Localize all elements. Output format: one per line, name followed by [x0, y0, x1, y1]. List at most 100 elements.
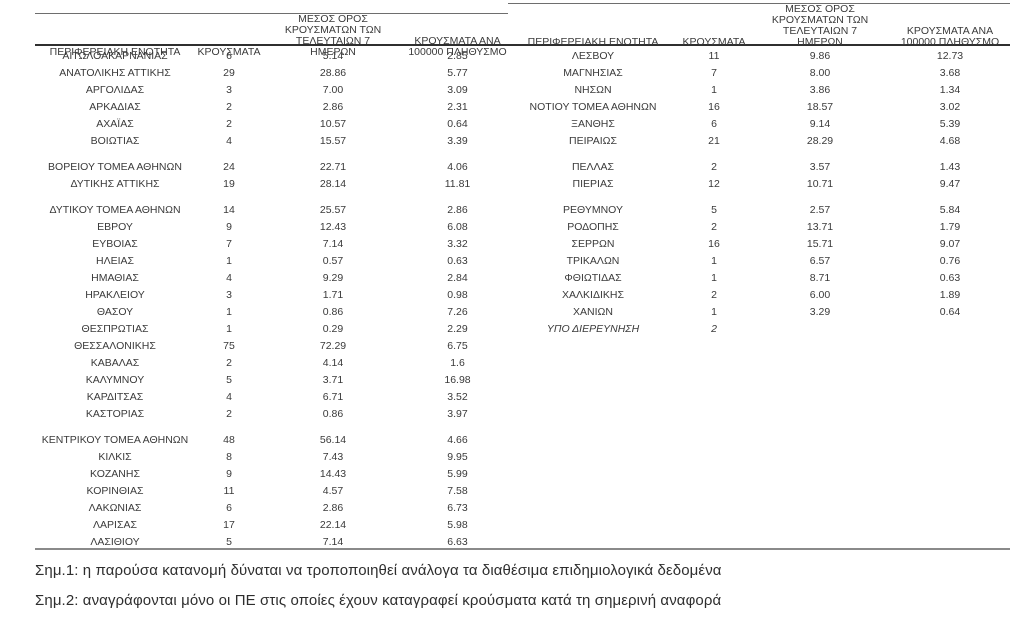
per100k-cell: 3.09 [447, 84, 468, 96]
cases-cell: 1 [711, 255, 717, 267]
cases-cell: 16 [708, 101, 720, 113]
table-row: ΡΕΘΥΜΝΟΥ 5 2.57 5.84 [508, 202, 1010, 219]
avg7-cell: 8.00 [809, 67, 831, 79]
region-cell: ΦΘΙΩΤΙΔΑΣ [564, 272, 622, 284]
per100k-cell: 2.85 [447, 50, 468, 62]
table-row: ΧΑΛΚΙΔΙΚΗΣ 2 6.00 1.89 [508, 287, 1010, 304]
region-cell: ΗΜΑΘΙΑΣ [91, 272, 139, 284]
avg7-cell: 18.57 [806, 101, 834, 113]
per100k-cell: 11.81 [444, 178, 471, 190]
cases-cell: 4 [226, 272, 232, 284]
region-cell: ΕΒΡΟΥ [97, 221, 133, 233]
region-cell: ΞΑΝΘΗΣ [571, 118, 615, 130]
table-row: ΑΙΤΩΛΟΑΚΑΡΝΑΝΙΑΣ 6 5.14 2.85 [35, 48, 512, 65]
table-row: ΒΟΙΩΤΙΑΣ 4 15.57 3.39 [35, 133, 512, 150]
avg7-cell: 4.57 [322, 485, 344, 497]
avg7-cell: 28.14 [319, 178, 347, 190]
table-row: ΜΑΓΝΗΣΙΑΣ 7 8.00 3.68 [508, 65, 1010, 82]
per100k-cell: 0.64 [447, 118, 468, 130]
cases-cell: 2 [226, 357, 232, 369]
cases-cell: 2 [711, 289, 717, 301]
per100k-cell: 1.34 [939, 84, 961, 96]
per100k-cell: 0.76 [939, 255, 961, 267]
avg7-cell: 0.86 [322, 408, 344, 420]
table-row: ΚΙΛΚΙΣ 8 7.43 9.95 [35, 449, 512, 466]
region-cell: ΚΟΡΙΝΘΙΑΣ [86, 485, 144, 497]
avg7-cell: 3.57 [809, 161, 831, 173]
per100k-cell: 5.39 [939, 118, 961, 130]
table-row: ΧΑΝΙΩΝ 1 3.29 0.64 [508, 304, 1010, 321]
table-row: ΗΛΕΙΑΣ 1 0.57 0.63 [35, 253, 512, 270]
column-header-cases-label: ΚΡΟΥΣΜΑΤΑ [682, 36, 746, 48]
avg7-cell: 15.57 [319, 135, 347, 147]
cases-cell: 1 [226, 323, 232, 335]
per100k-cell: 3.32 [447, 238, 468, 250]
region-cell: ΠΕΙΡΑΙΩΣ [569, 135, 617, 147]
avg7-cell: 7.14 [322, 536, 344, 548]
avg7-cell: 9.14 [809, 118, 831, 130]
avg7-cell: 56.14 [319, 434, 347, 446]
per100k-cell: 1.79 [939, 221, 961, 233]
avg7-cell: 2.86 [322, 101, 344, 113]
table-row: ΔΥΤΙΚΗΣ ΑΤΤΙΚΗΣ 19 28.14 11.81 [35, 176, 512, 193]
cases-cell: 6 [226, 50, 232, 62]
per100k-cell: 6.63 [447, 536, 468, 548]
cases-cell: 17 [223, 519, 235, 531]
region-cell: ΚΑΡΔΙΤΣΑΣ [86, 391, 144, 403]
column-header-cases-label: ΚΡΟΥΣΜΑΤΑ [197, 46, 261, 58]
region-cell: ΒΟΙΩΤΙΑΣ [90, 135, 140, 147]
per100k-cell: 16.98 [444, 374, 471, 386]
per100k-cell: 4.06 [447, 161, 468, 173]
cases-cell: 4 [226, 391, 232, 403]
region-cell: ΠΕΛΛΑΣ [571, 161, 615, 173]
column-header-per100k: ΚΡΟΥΣΜΑΤΑ ΑΝΑ 100000 ΠΛΗΘΥΣΜΟ [890, 26, 1010, 51]
cases-cell: 1 [711, 84, 717, 96]
region-cell: ΝΟΤΙΟΥ ΤΟΜΕΑ ΑΘΗΝΩΝ [529, 101, 657, 113]
region-cell: ΤΡΙΚΑΛΩΝ [566, 255, 620, 267]
per100k-cell: 3.52 [447, 391, 468, 403]
table-row: ΚΑΛΥΜΝΟΥ 5 3.71 16.98 [35, 372, 512, 389]
section-gap [35, 193, 512, 202]
cases-cell: 9 [226, 221, 232, 233]
per100k-cell: 1.6 [450, 357, 465, 369]
region-cell: ΗΡΑΚΛΕΙΟΥ [85, 289, 145, 301]
per100k-cell: 6.73 [447, 502, 468, 514]
region-cell: ΧΑΛΚΙΔΙΚΗΣ [562, 289, 624, 301]
avg7-cell: 6.71 [322, 391, 344, 403]
column-header-cases: ΚΡΟΥΣΜΑΤΑ [195, 47, 263, 61]
section-gap [508, 193, 1010, 202]
column-header-per100k-label: ΚΡΟΥΣΜΑΤΑ ΑΝΑ 100000 ΠΛΗΘΥΣΜΟ [900, 25, 1000, 48]
avg7-cell: 8.71 [809, 272, 831, 284]
per100k-cell: 5.77 [447, 67, 468, 79]
column-header-avg7: ΜΕΣΟΣ ΟΡΟΣ ΚΡΟΥΣΜΑΤΩΝ ΤΩΝ ΤΕΛΕΥΤΑΙΩΝ 7 Η… [263, 14, 403, 61]
region-cell: ΣΕΡΡΩΝ [571, 238, 615, 250]
cases-cell: 7 [711, 67, 717, 79]
region-cell: ΛΕΣΒΟΥ [571, 50, 615, 62]
avg7-cell: 9.29 [322, 272, 344, 284]
cases-cell: 29 [223, 67, 235, 79]
per100k-cell: 2.31 [447, 101, 468, 113]
cases-cell: 2 [226, 101, 232, 113]
region-cell: ΥΠΟ ΔΙΕΡΕΥΝΗΣΗ [546, 323, 640, 335]
table-row: ΚΑΣΤΟΡΙΑΣ 2 0.86 3.97 [35, 406, 512, 423]
per100k-cell: 5.84 [939, 204, 961, 216]
table-row: ΚΟΖΑΝΗΣ 9 14.43 5.99 [35, 466, 512, 483]
per100k-cell: 0.63 [447, 255, 468, 267]
table-row: ΘΑΣΟΥ 1 0.86 7.26 [35, 304, 512, 321]
per100k-cell: 9.07 [939, 238, 961, 250]
regional-cases-table-left: ΠΕΡΙΦΕΡΕΙΑΚΗ ΕΝΟΤΗΤΑ ΚΡΟΥΣΜΑΤΑ ΜΕΣΟΣ ΟΡΟ… [35, 13, 512, 550]
avg7-cell: 10.57 [319, 118, 347, 130]
cases-cell: 19 [223, 178, 235, 190]
cases-cell: 75 [223, 340, 235, 352]
per100k-cell: 6.08 [447, 221, 468, 233]
avg7-cell: 0.86 [322, 306, 344, 318]
cases-cell: 21 [708, 135, 720, 147]
cases-cell: 8 [226, 451, 232, 463]
column-header-avg7-label: ΜΕΣΟΣ ΟΡΟΣ ΚΡΟΥΣΜΑΤΩΝ ΤΩΝ ΤΕΛΕΥΤΑΙΩΝ 7 Η… [284, 13, 382, 58]
per100k-cell [890, 321, 1010, 338]
table-row: ΘΕΣΣΑΛΟΝΙΚΗΣ 75 72.29 6.75 [35, 338, 512, 355]
region-cell: ΚΕΝΤΡΙΚΟΥ ΤΟΜΕΑ ΑΘΗΝΩΝ [41, 434, 189, 446]
avg7-cell: 0.29 [322, 323, 344, 335]
region-cell: ΡΟΔΟΠΗΣ [567, 221, 619, 233]
per100k-cell: 2.84 [447, 272, 468, 284]
